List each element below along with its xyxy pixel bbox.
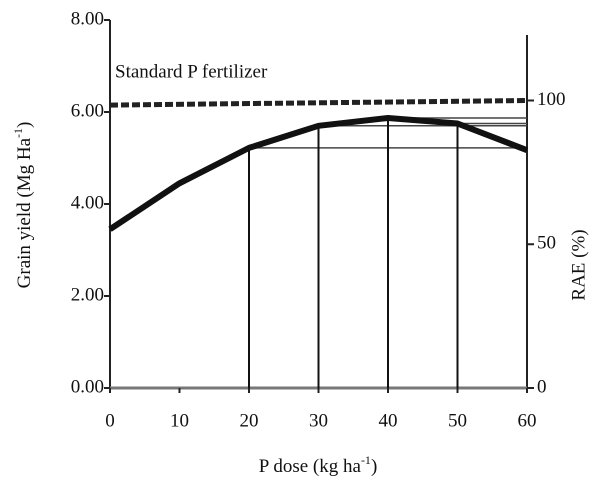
y-tick-label: 0.00	[71, 376, 104, 397]
y-tick-label: 8.00	[71, 8, 104, 29]
reference-line	[109, 98, 528, 108]
x-tick-label: 20	[240, 410, 259, 431]
x-tick-label: 40	[379, 410, 398, 431]
y-axis-title: Grain yield (Mg Ha-1)	[11, 122, 36, 289]
x-tick-label: 10	[170, 410, 189, 431]
annotation: Standard P fertilizer	[115, 61, 268, 82]
x-tick-label: 0	[105, 410, 115, 431]
y-tick-label: 2.00	[71, 284, 104, 305]
x-tick-label: 60	[518, 410, 537, 431]
x-tick-label: 30	[309, 410, 328, 431]
y2-tick-label: 0	[537, 376, 547, 397]
x-tick-label: 50	[448, 410, 467, 431]
y2-tick-label: 100	[537, 89, 566, 110]
x-axis-title: P dose (kg ha-1)	[259, 453, 378, 478]
y2-tick-label: 50	[537, 233, 556, 254]
y-tick-label: 6.00	[71, 100, 104, 121]
y2-axis-title: RAE (%)	[568, 229, 589, 300]
line-series	[108, 114, 529, 232]
y-tick-label: 4.00	[71, 192, 104, 213]
